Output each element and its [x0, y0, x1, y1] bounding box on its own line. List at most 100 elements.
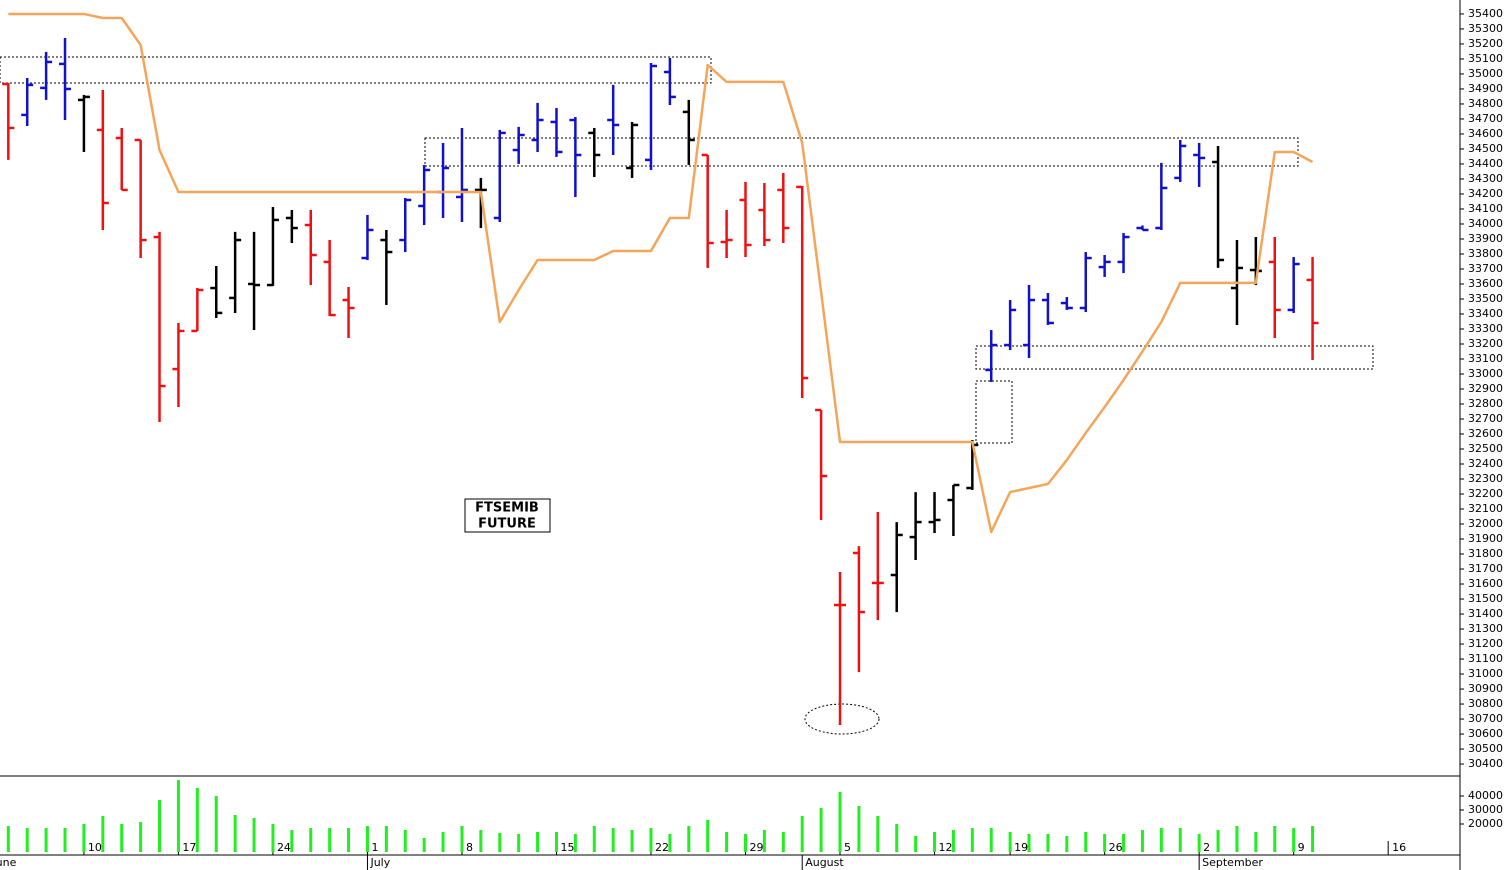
y-tick-label: 34700: [1468, 112, 1503, 125]
annotations: [0, 56, 1374, 735]
volume-bar: [328, 828, 332, 852]
volume-bar: [951, 830, 955, 852]
y-tick-label: 30500: [1468, 742, 1503, 755]
y-tick-label: 32700: [1468, 412, 1503, 425]
y-tick-label: 33300: [1468, 322, 1503, 335]
x-tick-label: 2: [1203, 841, 1210, 854]
y-tick-label: 31100: [1468, 652, 1503, 665]
y-tick-label: 31300: [1468, 622, 1503, 635]
volume-bar: [1084, 831, 1088, 852]
volume-bar: [422, 838, 426, 852]
volume-bar: [914, 836, 918, 852]
volume-bar: [743, 833, 747, 852]
plot-area: [2, 12, 1319, 726]
volume-bar: [838, 791, 842, 852]
month-label: September: [1202, 856, 1263, 869]
x-tick-label: 26: [1109, 841, 1123, 854]
y-tick-label: 33900: [1468, 232, 1503, 245]
y-tick-label: 31700: [1468, 562, 1503, 575]
volume-bar: [1122, 833, 1126, 852]
volume-bar: [536, 831, 540, 852]
y-tick-label: 31600: [1468, 577, 1503, 590]
y-tick-label: 31500: [1468, 592, 1503, 605]
x-tick-label: 17: [182, 841, 196, 854]
y-tick-label: 31000: [1468, 667, 1503, 680]
x-tick-label: 9: [1298, 841, 1305, 854]
volume-bar: [25, 828, 29, 852]
y-tick-label: 34400: [1468, 157, 1503, 170]
volume-bar: [384, 825, 388, 852]
y-tick-label: 33100: [1468, 352, 1503, 365]
volume-bar: [44, 828, 48, 852]
volume-bar: [101, 816, 105, 852]
y-tick-label: 34600: [1468, 127, 1503, 140]
y-tick-label: 32800: [1468, 397, 1503, 410]
volume-bar: [1292, 828, 1296, 852]
y-tick-label: 30800: [1468, 697, 1503, 710]
x-tick-label: 15: [560, 841, 574, 854]
y-tick-label: 34900: [1468, 82, 1503, 95]
y-tick-label: 31900: [1468, 532, 1503, 545]
chart-label: FUTURE: [478, 517, 536, 532]
y-tick-label: 30700: [1468, 712, 1503, 725]
month-label: July: [369, 856, 390, 869]
x-tick-label: 10: [88, 841, 102, 854]
y-tick-label: 33700: [1468, 262, 1503, 275]
volume-bar: [1197, 833, 1201, 852]
volume-bar: [252, 817, 256, 852]
x-tick-label: 19: [1014, 841, 1028, 854]
volume-bar: [347, 828, 351, 852]
range-box: [424, 137, 1299, 167]
y-tick-label: 34500: [1468, 142, 1503, 155]
volume-bar: [290, 830, 294, 852]
volume-bar: [933, 831, 937, 852]
volume-bar: [1216, 830, 1220, 852]
y-tick-label: 32400: [1468, 457, 1503, 470]
volume-bar: [1311, 825, 1315, 852]
volume-bar: [649, 828, 653, 852]
y-tick-label: 32600: [1468, 427, 1503, 440]
y-tick-label: 40000: [1468, 789, 1503, 802]
y-tick-label: 33000: [1468, 367, 1503, 380]
y-tick-label: 30900: [1468, 682, 1503, 695]
y-tick-label: 20000: [1468, 817, 1503, 830]
volume-bar: [498, 832, 502, 852]
y-tick-label: 34100: [1468, 202, 1503, 215]
volume-bar: [781, 831, 785, 852]
x-tick-label: 5: [844, 841, 851, 854]
range-box: [0, 56, 712, 84]
volume-bar: [1027, 833, 1031, 852]
volume-bar: [1235, 825, 1239, 852]
volume-bar: [725, 831, 729, 852]
y-tick-label: 30600: [1468, 727, 1503, 740]
volume-bar: [876, 816, 880, 852]
x-tick-label: 1: [371, 841, 378, 854]
volume-bar: [195, 788, 199, 852]
x-tick-label: 8: [466, 841, 473, 854]
range-box: [975, 345, 1374, 370]
volume-bar: [214, 796, 218, 852]
volume-bar: [460, 825, 464, 852]
month-label: June: [0, 856, 17, 869]
volume-bar: [706, 819, 710, 852]
month-label: August: [805, 856, 844, 869]
gap-box: [975, 380, 1013, 444]
y-tick-label: 31200: [1468, 637, 1503, 650]
y-tick-label: 35300: [1468, 22, 1503, 35]
volume-bar: [176, 780, 180, 852]
y-tick-label: 34200: [1468, 187, 1503, 200]
y-tick-label: 32100: [1468, 502, 1503, 515]
y-tick-label: 31800: [1468, 547, 1503, 560]
y-tick-label: 33200: [1468, 337, 1503, 350]
y-tick-label: 35100: [1468, 52, 1503, 65]
y-tick-label: 34800: [1468, 97, 1503, 110]
y-tick-label: 32300: [1468, 472, 1503, 485]
y-tick-label: 30400: [1468, 757, 1503, 770]
low-ellipse: [804, 703, 880, 735]
volume-bar: [630, 830, 634, 852]
volume-bar: [139, 822, 143, 852]
volume-bar: [271, 824, 275, 852]
